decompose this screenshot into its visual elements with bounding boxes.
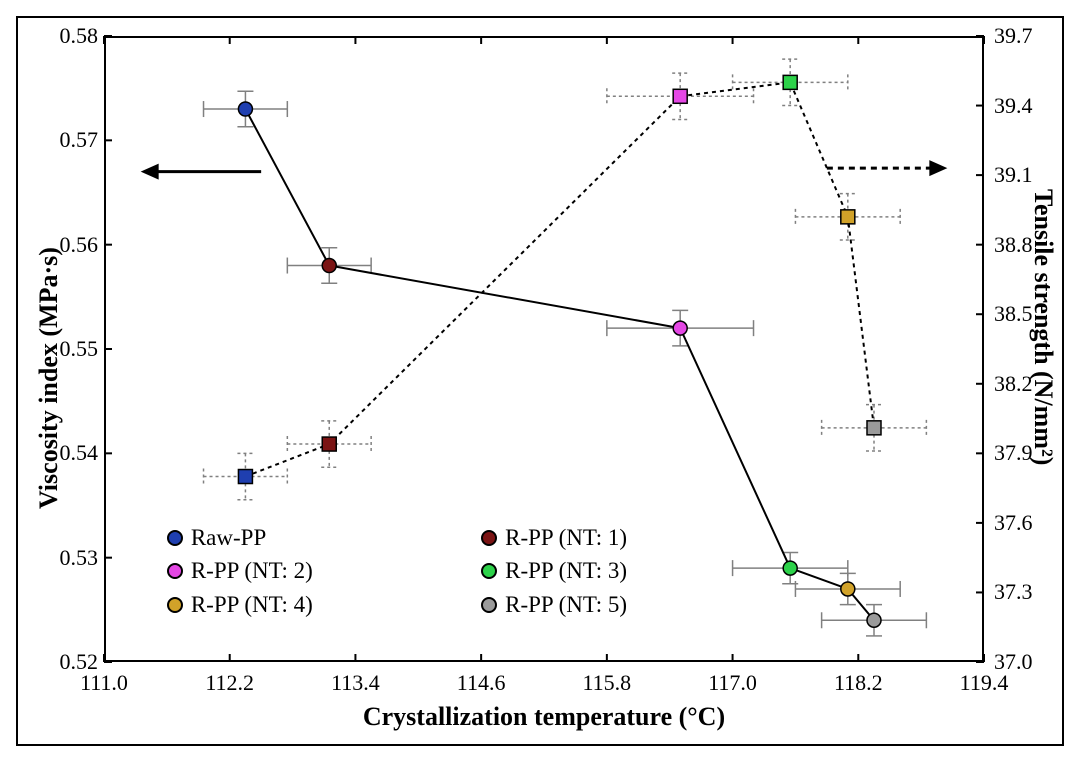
y2-tick-label: 38.8 xyxy=(994,232,1050,258)
y2-tick-label: 39.4 xyxy=(994,93,1050,119)
legend-item: R-PP (NT: 4) xyxy=(167,592,313,618)
legend-label: R-PP (NT: 3) xyxy=(505,558,627,584)
legend-label: R-PP (NT: 1) xyxy=(505,525,627,551)
legend-swatch xyxy=(167,597,183,613)
legend-item: R-PP (NT: 2) xyxy=(167,558,313,584)
legend-item: R-PP (NT: 1) xyxy=(481,525,627,551)
x-tick-label: 112.2 xyxy=(200,670,260,696)
x-axis-label: Crystallization temperature (°C) xyxy=(324,702,764,732)
y2-tick-label: 37.0 xyxy=(994,649,1050,675)
x-tick-label: 118.2 xyxy=(828,670,888,696)
legend-label: R-PP (NT: 5) xyxy=(505,592,627,618)
y2-tick-label: 39.7 xyxy=(994,23,1050,49)
y2-tick-label: 37.6 xyxy=(994,510,1050,536)
legend-swatch xyxy=(167,563,183,579)
y1-tick-label: 0.53 xyxy=(42,545,98,571)
y2-tick-label: 38.2 xyxy=(994,371,1050,397)
chart-svg xyxy=(0,0,1080,762)
legend-item: R-PP (NT: 5) xyxy=(481,592,627,618)
legend-swatch xyxy=(481,530,497,546)
legend-swatch xyxy=(481,597,497,613)
y2-tick-label: 39.1 xyxy=(994,162,1050,188)
y1-tick-label: 0.55 xyxy=(42,336,98,362)
x-tick-label: 115.8 xyxy=(577,670,637,696)
y1-tick-label: 0.52 xyxy=(42,649,98,675)
x-tick-label: 114.6 xyxy=(451,670,511,696)
legend-label: R-PP (NT: 4) xyxy=(191,592,313,618)
y1-tick-label: 0.54 xyxy=(42,440,98,466)
y1-axis-label: Viscosity index (MPa·s) xyxy=(34,247,64,509)
y2-tick-label: 37.9 xyxy=(994,440,1050,466)
legend-item: R-PP (NT: 3) xyxy=(481,558,627,584)
chart-container: Crystallization temperature (°C) Viscosi… xyxy=(0,0,1080,762)
legend-swatch xyxy=(481,563,497,579)
legend-label: R-PP (NT: 2) xyxy=(191,558,313,584)
legend-label: Raw-PP xyxy=(191,525,266,551)
y1-tick-label: 0.57 xyxy=(42,127,98,153)
y1-tick-label: 0.58 xyxy=(42,23,98,49)
y2-axis-label: Tensile strength (N/mm²) xyxy=(1028,189,1058,465)
x-tick-label: 117.0 xyxy=(703,670,763,696)
y1-tick-label: 0.56 xyxy=(42,232,98,258)
y2-tick-label: 37.3 xyxy=(994,579,1050,605)
legend-swatch xyxy=(167,530,183,546)
legend-item: Raw-PP xyxy=(167,525,266,551)
x-tick-label: 113.4 xyxy=(325,670,385,696)
y2-tick-label: 38.5 xyxy=(994,301,1050,327)
